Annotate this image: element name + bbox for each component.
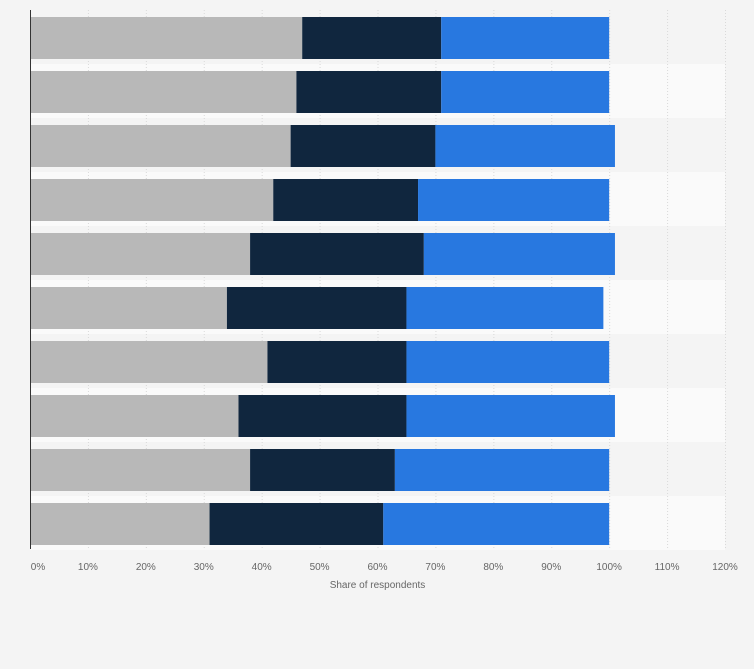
x-axis-title: Share of respondents (330, 580, 426, 591)
bar-segment-series-3-row-10 (383, 503, 610, 545)
x-tick-label: 60% (367, 562, 387, 573)
bar-segment-series-3-row-8 (406, 395, 615, 437)
x-tick-label: 100% (596, 562, 622, 573)
x-tick-label: 40% (252, 562, 272, 573)
x-tick-label: 120% (712, 562, 738, 573)
x-tick-label: 0% (31, 562, 46, 573)
bar-segment-series-2-row-9 (250, 449, 395, 491)
bar-segment-series-3-row-9 (394, 449, 610, 491)
x-tick-label: 80% (483, 562, 503, 573)
bar-segment-series-1-row-10 (30, 503, 210, 545)
bar-segment-series-2-row-10 (209, 503, 384, 545)
bar-segment-series-1-row-1 (30, 17, 303, 59)
bar-segment-series-1-row-7 (30, 341, 268, 383)
bar-segment-series-3-row-5 (423, 233, 615, 275)
bar-segment-series-3-row-4 (418, 179, 610, 221)
bar-segment-series-1-row-2 (30, 71, 297, 113)
bar-segment-series-2-row-4 (273, 179, 419, 221)
x-tick-label: 30% (194, 562, 214, 573)
bar-segment-series-1-row-9 (30, 449, 251, 491)
bars (30, 17, 615, 545)
x-tick-label: 70% (425, 562, 445, 573)
bar-segment-series-2-row-8 (238, 395, 407, 437)
bar-segment-series-2-row-7 (267, 341, 407, 383)
bar-segment-series-3-row-1 (441, 17, 610, 59)
x-axis-ticks: 0% 10% 20% 30% 40% 50% 60% 70% 80% 90% 100% 110% 120… (31, 562, 738, 573)
bar-segment-series-2-row-6 (226, 287, 407, 329)
bar-segment-series-1-row-5 (30, 233, 251, 275)
bar-segment-series-2-row-5 (250, 233, 424, 275)
x-tick-label: 10% (78, 562, 98, 573)
bar-segment-series-2-row-2 (296, 71, 442, 113)
bar-segment-series-1-row-4 (30, 179, 274, 221)
bar-segment-series-2-row-1 (302, 17, 442, 59)
bar-segment-series-3-row-6 (406, 287, 604, 329)
x-tick-label: 20% (136, 562, 156, 573)
bar-segment-series-1-row-8 (30, 395, 239, 437)
x-tick-label: 50% (310, 562, 330, 573)
x-tick-label: 110% (655, 562, 680, 573)
x-tick-label: 90% (541, 562, 561, 573)
bar-segment-series-3-row-7 (406, 341, 610, 383)
bar-segment-series-3-row-2 (441, 71, 610, 113)
bar-segment-series-3-row-3 (435, 125, 615, 167)
bar-segment-series-1-row-3 (30, 125, 291, 167)
bar-segment-series-1-row-6 (30, 287, 227, 329)
bar-segment-series-2-row-3 (290, 125, 436, 167)
